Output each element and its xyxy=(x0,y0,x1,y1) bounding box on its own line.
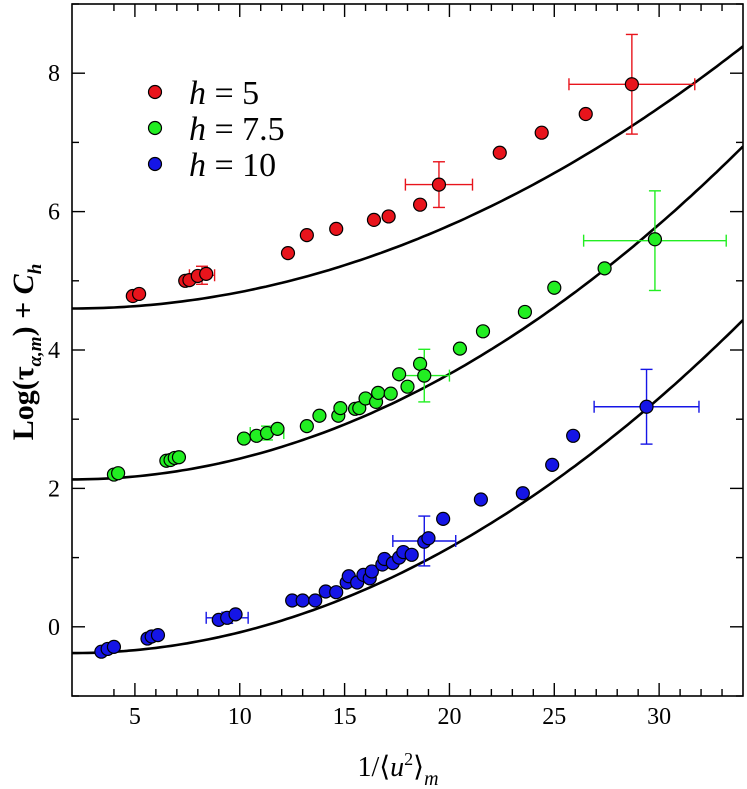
y-tick-label: 6 xyxy=(48,200,60,226)
fit-curve xyxy=(72,45,743,310)
data-point-series-0 xyxy=(381,209,396,224)
legend-marker xyxy=(147,156,163,172)
data-point-series-0 xyxy=(299,228,314,243)
data-point-series-2 xyxy=(566,428,581,443)
data-point-series-0 xyxy=(366,212,382,228)
legend-marker xyxy=(147,120,163,136)
data-point-series-1 xyxy=(452,341,468,356)
data-point-series-2 xyxy=(329,585,344,600)
y-tick-label: 8 xyxy=(48,61,60,87)
data-point-series-2 xyxy=(515,486,530,501)
x-tick-label: 30 xyxy=(647,704,671,730)
legend-marker xyxy=(147,84,163,100)
data-point-series-1 xyxy=(299,419,314,434)
data-point-series-2 xyxy=(473,492,488,507)
data-point-series-0 xyxy=(199,266,214,281)
x-tick-label: 15 xyxy=(333,704,357,730)
x-tick-labels: 5 10 15 20 25 30 xyxy=(129,704,671,730)
fit-curve xyxy=(72,145,743,481)
axis-ticks xyxy=(72,3,743,697)
data-point-series-1 xyxy=(475,324,491,339)
data-point-series-2 xyxy=(421,531,436,546)
data-point-series-0 xyxy=(280,246,296,261)
data-point-series-2 xyxy=(436,511,451,526)
data-point-series-1 xyxy=(597,261,612,276)
y-tick-labels: 0 2 4 6 8 xyxy=(48,61,60,641)
data-point-series-0 xyxy=(412,197,428,212)
legend-label: h = 10 xyxy=(189,147,276,184)
y-tick-label: 0 xyxy=(48,615,60,641)
x-tick-label: 5 xyxy=(129,704,141,730)
data-point-series-1 xyxy=(171,450,187,465)
data-point-series-0 xyxy=(624,77,639,92)
data-point-series-1 xyxy=(383,386,398,401)
data-point-series-1 xyxy=(111,466,126,481)
data-point-series-2 xyxy=(228,607,243,622)
data-point-series-2 xyxy=(106,639,122,654)
y-axis-label: Log(τα,m) + Ch xyxy=(7,264,46,441)
data-point-series-1 xyxy=(236,431,252,446)
x-axis-label: 1/⟨u2⟩m xyxy=(357,749,438,789)
data-point-series-1 xyxy=(517,304,533,320)
data-point-series-2 xyxy=(639,399,654,414)
data-point-series-0 xyxy=(492,145,507,160)
y-tick-label: 4 xyxy=(48,338,60,364)
data-point-series-1 xyxy=(412,356,428,371)
fit-curve xyxy=(72,319,743,655)
data-point-series-0 xyxy=(431,177,447,192)
plot-frame xyxy=(71,3,744,697)
legend: h = 5h = 7.5h = 10 xyxy=(147,75,285,184)
x-tick-label: 25 xyxy=(542,704,566,730)
data-point-series-0 xyxy=(329,221,344,236)
data-point-series-0 xyxy=(534,125,549,140)
data-point-series-0 xyxy=(132,286,147,302)
y-tick-label: 2 xyxy=(48,476,60,502)
data-point-series-2 xyxy=(308,593,323,608)
data-point-series-1 xyxy=(647,232,663,247)
x-tick-label: 10 xyxy=(228,704,252,730)
legend-label: h = 7.5 xyxy=(189,111,285,148)
fit-curves xyxy=(72,45,743,655)
data-point-series-1 xyxy=(333,401,348,416)
data-point-series-2 xyxy=(364,564,379,579)
data-point-series-2 xyxy=(404,547,419,562)
data-point-series-1 xyxy=(270,421,285,436)
data-point-series-1 xyxy=(400,379,415,394)
data-point-series-0 xyxy=(578,106,593,122)
legend-label: h = 5 xyxy=(189,75,259,112)
x-tick-label: 20 xyxy=(437,704,461,730)
data-point-series-2 xyxy=(150,628,166,643)
data-point-series-1 xyxy=(371,385,386,401)
data-point-series-1 xyxy=(417,368,432,383)
data-point-series-2 xyxy=(545,457,560,472)
data-point-series-1 xyxy=(312,408,327,423)
data-points xyxy=(94,77,663,659)
data-point-series-1 xyxy=(547,280,562,295)
data-point-series-1 xyxy=(392,367,407,382)
data-point-series-2 xyxy=(295,593,310,608)
